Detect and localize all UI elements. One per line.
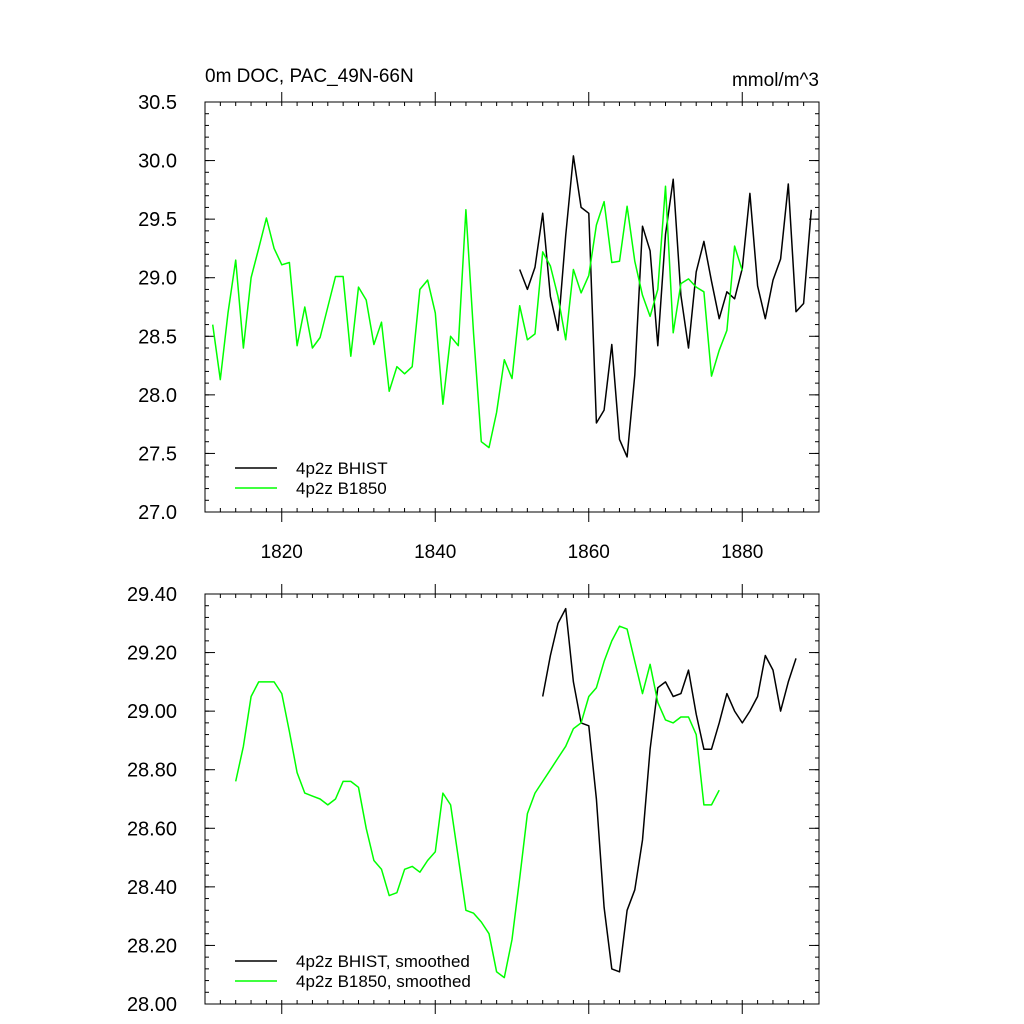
y-tick-label: 30.5 [138, 92, 177, 114]
top-panel-units: mmol/m^3 [732, 70, 819, 91]
y-tick-label: 28.00 [127, 994, 177, 1016]
series-line-b1850 [211, 185, 744, 449]
y-tick-label: 29.00 [127, 701, 177, 723]
legend-label: 4p2z B1850, smoothed [296, 972, 471, 991]
x-tick-label: 1880 [721, 542, 763, 563]
y-tick-label: 28.5 [138, 326, 177, 348]
y-tick-label: 28.60 [127, 818, 177, 840]
y-tick-label: 29.5 [138, 209, 177, 231]
y-tick-label: 27.0 [138, 502, 177, 524]
y-tick-label: 27.5 [138, 443, 177, 465]
bottom-panel-ticks: 28.00 28.20 28.40 28.60 28.80 29.00 29.20 29.40 [127, 584, 820, 1016]
top-panel-lines [211, 155, 813, 458]
y-tick-label: 29.20 [127, 643, 177, 665]
y-tick-label: 30.0 [138, 151, 177, 173]
series-line-bhist [541, 607, 797, 973]
y-tick-label: 29.0 [138, 268, 177, 290]
top-panel-title: 0m DOC, PAC_49N-66N [205, 66, 414, 87]
series-line-b1850 [234, 625, 720, 979]
x-tick-label: 1860 [568, 542, 610, 563]
top-panel: 0m DOC, PAC_49N-66N mmol/m^3 1820 1840 186… [138, 66, 820, 563]
series-line-bhist [519, 155, 813, 458]
bottom-panel: 28.00 28.20 28.40 28.60 28.80 29.00 29.20 29.40… [127, 584, 820, 1016]
legend-label: 4p2z BHIST, smoothed [296, 952, 470, 971]
y-tick-label: 28.40 [127, 877, 177, 899]
top-panel-ticks: 1820 1840 1860 1880 27.0 27.5 28.0 28.5 29.0 29.5… [138, 92, 820, 563]
legend-label: 4p2z B1850 [296, 479, 387, 498]
y-tick-label: 29.40 [127, 584, 177, 606]
top-panel-frame [204, 101, 820, 513]
bottom-panel-lines [234, 607, 797, 979]
y-tick-label: 28.80 [127, 760, 177, 782]
bottom-panel-frame [204, 593, 820, 1005]
x-tick-label: 1840 [414, 542, 456, 563]
y-tick-label: 28.0 [138, 385, 177, 407]
x-tick-label: 1820 [261, 542, 303, 563]
legend-label: 4p2z BHIST [296, 459, 388, 478]
y-tick-label: 28.20 [127, 935, 177, 957]
